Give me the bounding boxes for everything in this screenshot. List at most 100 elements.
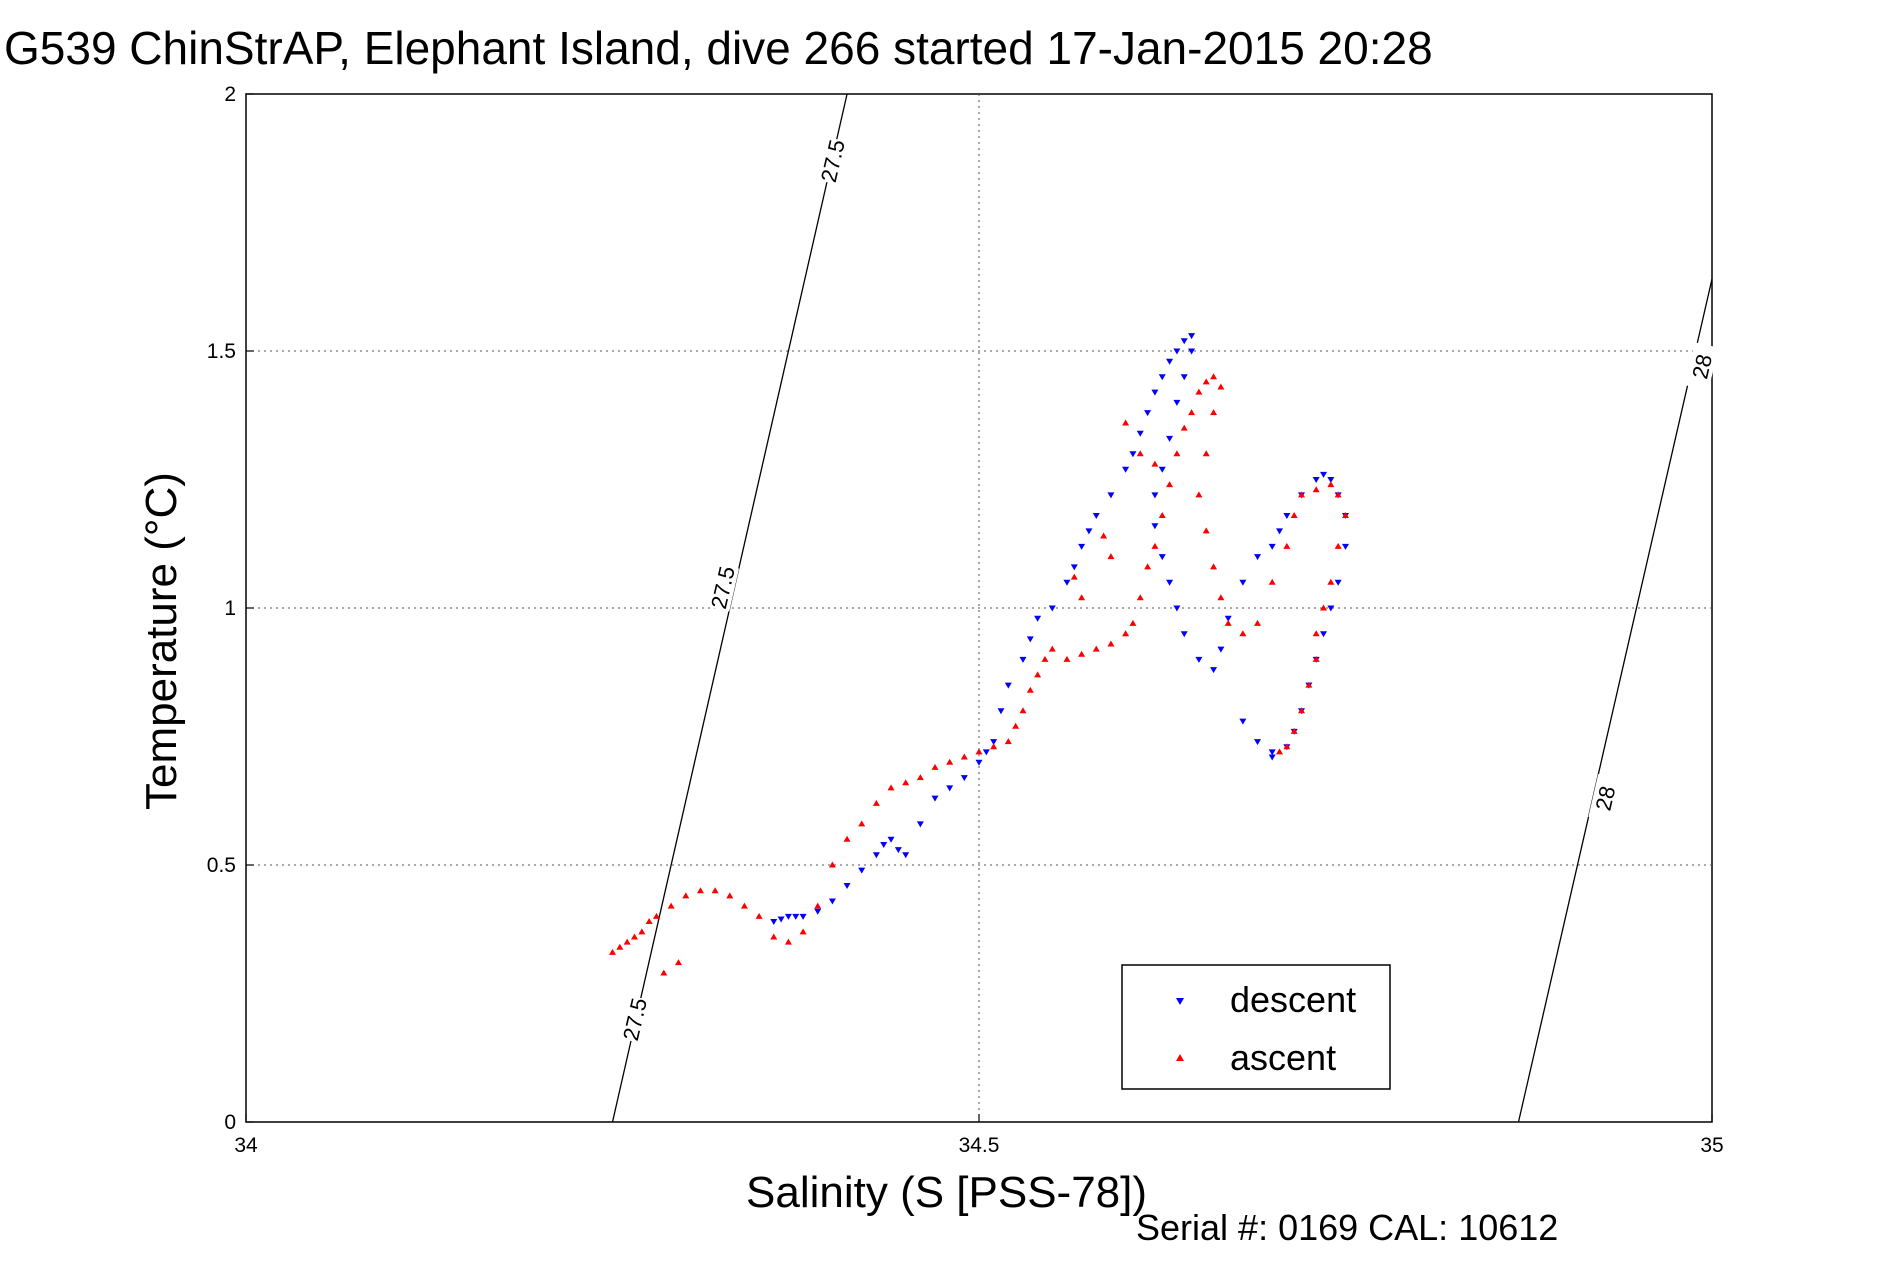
descent-point: [770, 919, 778, 926]
ascent-point: [711, 887, 719, 894]
ascent-point: [1202, 378, 1210, 385]
ascent-point: [1298, 707, 1306, 714]
descent-point: [1019, 656, 1027, 663]
ascent-point: [1305, 681, 1313, 688]
ascent-point: [667, 902, 675, 909]
x-tick-label: 34: [234, 1134, 258, 1157]
ascent-point: [726, 892, 734, 899]
ascent-point: [1268, 578, 1276, 585]
ascent-point: [630, 933, 638, 940]
ascent-point: [1100, 532, 1108, 539]
descent-point: [946, 785, 954, 792]
ascent-point: [1334, 542, 1342, 549]
ascent-point: [1224, 619, 1232, 626]
ascent-point: [887, 784, 895, 791]
ascent-point: [1078, 594, 1086, 601]
ascent-point: [1122, 419, 1130, 426]
axis-ticks: 34 34.5 35 0 0.5 1 1.5 2: [207, 83, 1724, 1157]
ascent-point: [1239, 630, 1247, 637]
descent-point: [916, 821, 924, 828]
descent-point: [982, 749, 990, 756]
ascent-point: [1298, 491, 1306, 498]
data-points: [609, 333, 1349, 976]
ascent-point: [1312, 630, 1320, 637]
ascent-point: [609, 948, 616, 955]
descent-point: [1004, 682, 1012, 689]
descent-point: [1136, 430, 1144, 437]
contour-line: [1517, 278, 1713, 1123]
y-tick-label: 0: [224, 1111, 236, 1134]
legend-ascent-marker: [1176, 1054, 1184, 1061]
y-tick-label: 1.5: [207, 340, 236, 363]
ascent-point: [1136, 594, 1144, 601]
descent-point: [1078, 543, 1086, 550]
ascent-point: [1012, 722, 1020, 729]
ascent-point: [1320, 604, 1328, 611]
legend-descent-marker: [1176, 998, 1184, 1005]
descent-point: [880, 841, 888, 848]
descent-point: [1144, 410, 1152, 417]
ascent-point: [1070, 573, 1078, 580]
descent-point: [1070, 564, 1078, 571]
ascent-point: [696, 887, 704, 894]
descent-point: [1092, 512, 1100, 519]
contour-label-gap: [1685, 342, 1719, 391]
descent-point: [1129, 451, 1137, 458]
legend-ascent-label: ascent: [1230, 1037, 1336, 1078]
x-axis-label: Salinity (S [PSS-78]): [746, 1168, 1147, 1217]
serial-text: Serial #: 0169 CAL: 10612: [1136, 1207, 1558, 1248]
x-tick-label: 34.5: [959, 1134, 1000, 1157]
contour-label: 28: [1591, 784, 1621, 813]
y-axis-label: Temperature (°C): [137, 472, 186, 810]
descent-point: [1254, 739, 1262, 746]
y-tick-label: 2: [224, 83, 236, 106]
ascent-point: [1217, 594, 1225, 601]
ascent-point: [1158, 511, 1166, 518]
descent-point: [777, 916, 785, 923]
legend: descent ascent: [1121, 964, 1391, 1090]
descent-point: [1224, 615, 1232, 622]
ascent-point: [858, 820, 866, 827]
ascent-point: [660, 969, 668, 976]
grid-lines: [246, 94, 1712, 1122]
ascent-point: [916, 774, 924, 781]
ascent-point: [1048, 645, 1056, 652]
ascent-point: [1004, 738, 1012, 745]
ascent-point: [1312, 655, 1320, 662]
ascent-point: [1063, 655, 1071, 662]
ascent-point: [1180, 424, 1188, 431]
ascent-point: [814, 902, 822, 909]
ascent-point: [770, 933, 778, 940]
descent-point: [1063, 579, 1071, 586]
descent-point: [1254, 554, 1262, 561]
descent-point: [894, 847, 902, 854]
legend-descent-label: descent: [1230, 979, 1356, 1020]
descent-point: [1327, 477, 1335, 483]
ascent-point: [1188, 409, 1196, 416]
ascent-point: [1026, 686, 1034, 693]
descent-point: [960, 775, 968, 782]
ascent-point: [872, 799, 880, 806]
x-tick-label: 35: [1700, 1134, 1723, 1157]
descent-point: [1320, 631, 1328, 638]
descent-point: [814, 908, 822, 915]
descent-point: [1166, 579, 1174, 586]
ascent-point: [682, 892, 690, 899]
ascent-point: [1092, 645, 1100, 652]
ascent-point: [1151, 460, 1159, 467]
descent-point: [1268, 754, 1276, 761]
ascent-point: [1078, 650, 1086, 657]
ascent-point: [1327, 481, 1335, 488]
y-tick-label: 1: [224, 597, 236, 620]
descent-point: [1158, 466, 1166, 473]
ascent-point: [1210, 409, 1218, 416]
descent-point: [1312, 477, 1320, 483]
ascent-point: [902, 779, 910, 786]
descent-point: [1173, 399, 1181, 406]
descent-point: [828, 898, 836, 905]
ascent-point: [975, 748, 983, 755]
descent-point: [1239, 718, 1247, 725]
descent-point: [1122, 466, 1130, 473]
ascent-point: [931, 763, 939, 770]
